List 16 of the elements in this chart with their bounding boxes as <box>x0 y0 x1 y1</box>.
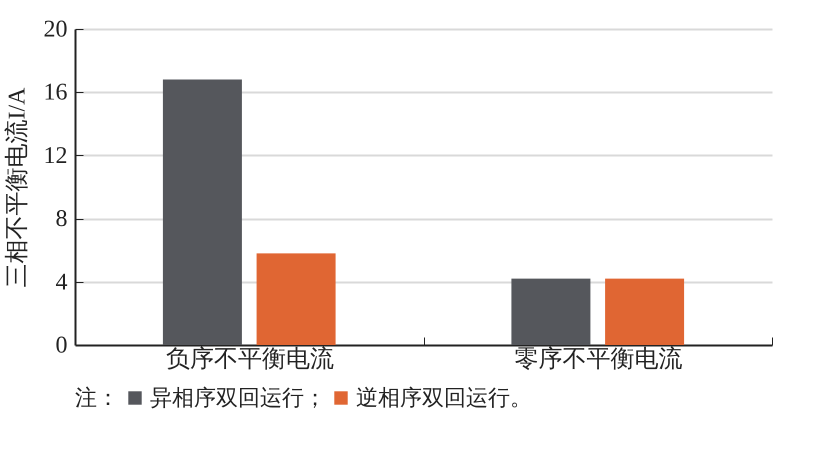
legend-label: 逆相序双回运行。 <box>356 385 532 410</box>
y-tick-label: 0 <box>56 332 68 358</box>
legend-title: 注： <box>75 385 119 410</box>
bar <box>256 253 336 345</box>
y-tick-label: 4 <box>56 269 68 296</box>
bar <box>605 278 684 345</box>
x-tick-label: 负序不平衡电流 <box>166 346 334 372</box>
y-tick-label: 12 <box>44 142 68 169</box>
y-tick-label: 16 <box>44 80 68 106</box>
bar <box>511 278 590 345</box>
y-tick-label: 8 <box>56 206 68 232</box>
y-tick-label: 20 <box>44 16 68 42</box>
y-axis-title: 三相不平衡电流I/A <box>4 86 30 288</box>
legend-label: 异相序双回运行； <box>150 385 326 410</box>
bar <box>162 80 242 345</box>
x-tick-label: 零序不平衡电流 <box>514 346 682 372</box>
